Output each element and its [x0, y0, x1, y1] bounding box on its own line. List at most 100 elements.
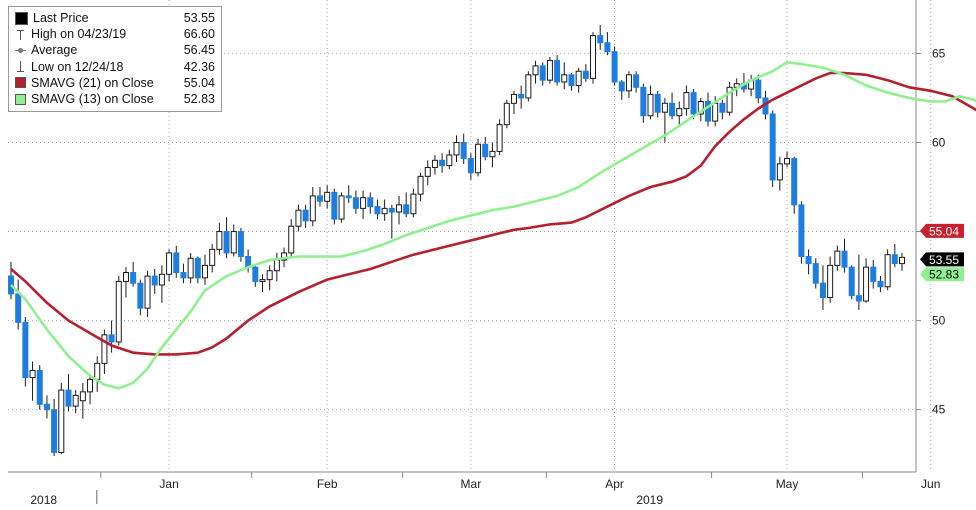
candle-body-up [144, 275, 151, 309]
candle-body-down [439, 159, 446, 167]
candle-body-down [848, 266, 855, 297]
y-tick-label: 45 [932, 403, 946, 417]
candle-body-down [654, 93, 661, 113]
candle [590, 32, 597, 84]
candle-body-up [101, 334, 108, 364]
candle [403, 192, 410, 218]
candle-body-up [475, 143, 482, 174]
candle-body-down [855, 295, 862, 302]
candle-body-down [805, 255, 812, 265]
candle [669, 92, 676, 120]
candle-body-down [22, 321, 29, 379]
candle-body-down [755, 79, 762, 99]
candle [87, 374, 94, 405]
candle [518, 85, 525, 109]
candle-body-down [252, 266, 259, 282]
price-tag: 52.83 [920, 267, 964, 282]
candle-body-down [618, 81, 625, 92]
candle [776, 156, 783, 191]
candle-body-up [726, 86, 733, 113]
candle [618, 80, 625, 100]
candle [539, 62, 546, 86]
candle-body-down [719, 102, 726, 113]
candle [130, 261, 137, 287]
candle-body-down [891, 254, 898, 265]
candle [180, 263, 187, 284]
y-tick-label: 60 [932, 135, 946, 149]
y-tick-label: 65 [932, 46, 946, 60]
x-tick-label: May [776, 477, 799, 491]
candle-body-up [410, 193, 417, 215]
candle [496, 119, 503, 155]
candle [532, 60, 539, 84]
candle-body-up [489, 150, 496, 158]
high-marker-icon [15, 29, 26, 40]
candle-body-up [288, 225, 295, 254]
candle-body-up [230, 231, 237, 254]
candle [22, 317, 29, 387]
price-tag-label: 55.04 [929, 224, 959, 238]
candle [331, 188, 338, 225]
candle-body-down [812, 263, 819, 284]
candle-body-down [388, 207, 395, 213]
candle [690, 89, 697, 120]
candle-body-up [561, 74, 568, 83]
candle-body-up [216, 231, 223, 250]
candle [503, 99, 510, 129]
candle-body-up [158, 273, 165, 286]
candle-body-up [625, 74, 632, 92]
y-tick-label: 50 [932, 314, 946, 328]
candle-body-up [784, 158, 791, 165]
candle-body-down [604, 42, 611, 53]
candle-body-up [834, 250, 841, 266]
candle-body-up [899, 256, 905, 265]
x-tick-label: Mar [461, 477, 482, 491]
candle [633, 71, 640, 93]
candle [791, 156, 798, 214]
candle-body-down [345, 195, 352, 199]
candle-body-down [51, 409, 58, 453]
candle [79, 382, 86, 419]
candle-body-up [309, 195, 316, 222]
candle-body-down [374, 206, 381, 215]
candle [489, 142, 496, 168]
candle-body-up [187, 257, 194, 279]
candle-body-up [510, 93, 517, 104]
price-tag: 55.04 [920, 223, 964, 238]
candle [604, 32, 611, 56]
candle-body-down [769, 113, 776, 181]
candle [683, 85, 690, 116]
candle-body-down [316, 195, 323, 202]
candle-body-down [367, 197, 374, 208]
candle [15, 279, 22, 330]
candle [259, 274, 266, 293]
candle [446, 149, 453, 170]
candle [625, 71, 632, 98]
candle-body-down [180, 272, 187, 279]
candle-body-up [259, 279, 266, 282]
candle-body-down [518, 93, 525, 99]
candle-body-up [697, 101, 704, 115]
sma21-line [10, 71, 976, 356]
candle-body-up [281, 252, 288, 261]
candle-body-up [266, 270, 273, 281]
candle [216, 222, 223, 255]
candle-body-up [496, 124, 503, 152]
candle [870, 260, 877, 289]
candle-body-down [611, 51, 618, 83]
candle [209, 244, 216, 273]
candle-body-up [776, 163, 783, 181]
price-tag: 53.55 [920, 252, 964, 267]
candle-body-up [58, 389, 65, 453]
candle [719, 99, 726, 120]
candle [237, 227, 244, 262]
candle [827, 256, 834, 303]
sma13-swatch-icon [15, 93, 26, 105]
candle-body-down [554, 60, 561, 83]
candle [676, 101, 683, 125]
candle [352, 190, 359, 214]
candle-body-up [590, 35, 597, 79]
x-tick-label: Jun [921, 477, 940, 491]
price-tag-box [920, 223, 964, 238]
candle [151, 268, 158, 294]
